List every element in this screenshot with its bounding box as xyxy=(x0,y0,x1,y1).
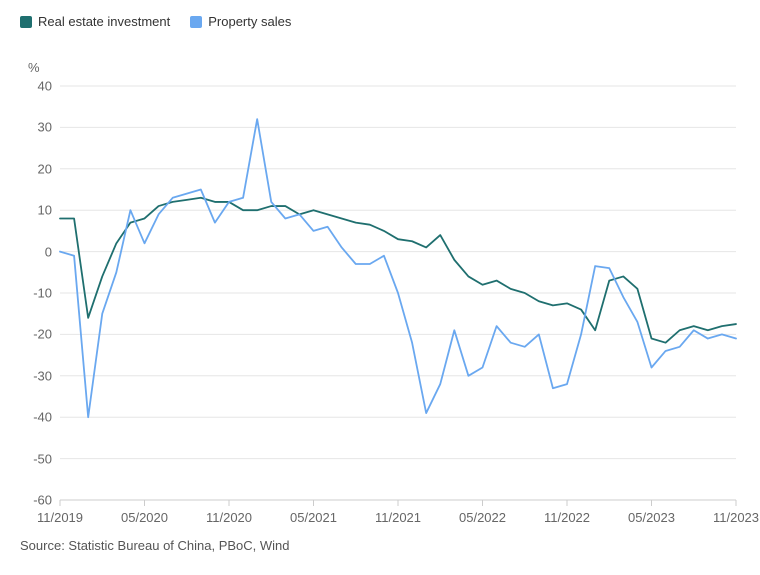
y-tick-label: -20 xyxy=(20,327,52,342)
x-tick-label: 11/2022 xyxy=(544,510,590,525)
y-tick-label: 10 xyxy=(20,203,52,218)
x-tick-label: 05/2021 xyxy=(290,510,337,525)
x-tick-label: 11/2020 xyxy=(206,510,252,525)
y-tick-label: 0 xyxy=(20,244,52,259)
chart-container: Real estate investmentProperty sales % 4… xyxy=(0,0,760,575)
y-tick-label: 20 xyxy=(20,161,52,176)
series-real-estate-investment xyxy=(60,198,736,343)
x-tick-label: 11/2021 xyxy=(375,510,421,525)
line-chart xyxy=(0,0,760,575)
series-property-sales xyxy=(60,119,736,417)
x-tick-label: 11/2023 xyxy=(713,510,759,525)
y-tick-label: -10 xyxy=(20,286,52,301)
y-tick-label: -30 xyxy=(20,368,52,383)
x-tick-label: 11/2019 xyxy=(37,510,83,525)
y-tick-label: 40 xyxy=(20,79,52,94)
y-tick-label: 30 xyxy=(20,120,52,135)
y-tick-label: -50 xyxy=(20,451,52,466)
source-text: Source: Statistic Bureau of China, PBoC,… xyxy=(20,538,290,553)
y-tick-label: -40 xyxy=(20,410,52,425)
x-tick-label: 05/2020 xyxy=(121,510,168,525)
y-tick-label: -60 xyxy=(20,493,52,508)
x-tick-label: 05/2022 xyxy=(459,510,506,525)
x-tick-label: 05/2023 xyxy=(628,510,675,525)
